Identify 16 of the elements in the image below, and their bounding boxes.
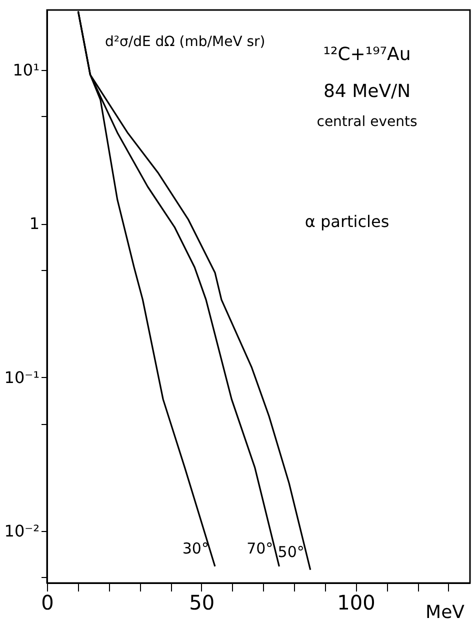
y-tick-label: 1 <box>29 214 40 234</box>
y-axis-title: d²σ/dE dΩ (mb/MeV sr) <box>105 34 266 50</box>
annotation: central events <box>316 114 418 130</box>
series-label: 50° <box>278 542 304 561</box>
y-tick-label: 10⁻¹ <box>4 368 40 387</box>
y-tick-label: 10⁻² <box>4 522 40 541</box>
annotation: ¹²C+¹⁹⁷Au <box>323 44 411 65</box>
x-tick-label: 50 <box>189 590 215 614</box>
series-label: 30° <box>182 539 209 558</box>
annotation: 84 MeV/N <box>323 81 411 102</box>
y-tick-label: 10¹ <box>12 60 40 80</box>
x-tick-label: 0 <box>41 590 54 614</box>
x-tick-label: 100 <box>337 590 376 614</box>
annotation: α particles <box>304 212 390 231</box>
series-label: 70° <box>246 539 274 558</box>
x-axis-title: MeV <box>426 602 466 621</box>
